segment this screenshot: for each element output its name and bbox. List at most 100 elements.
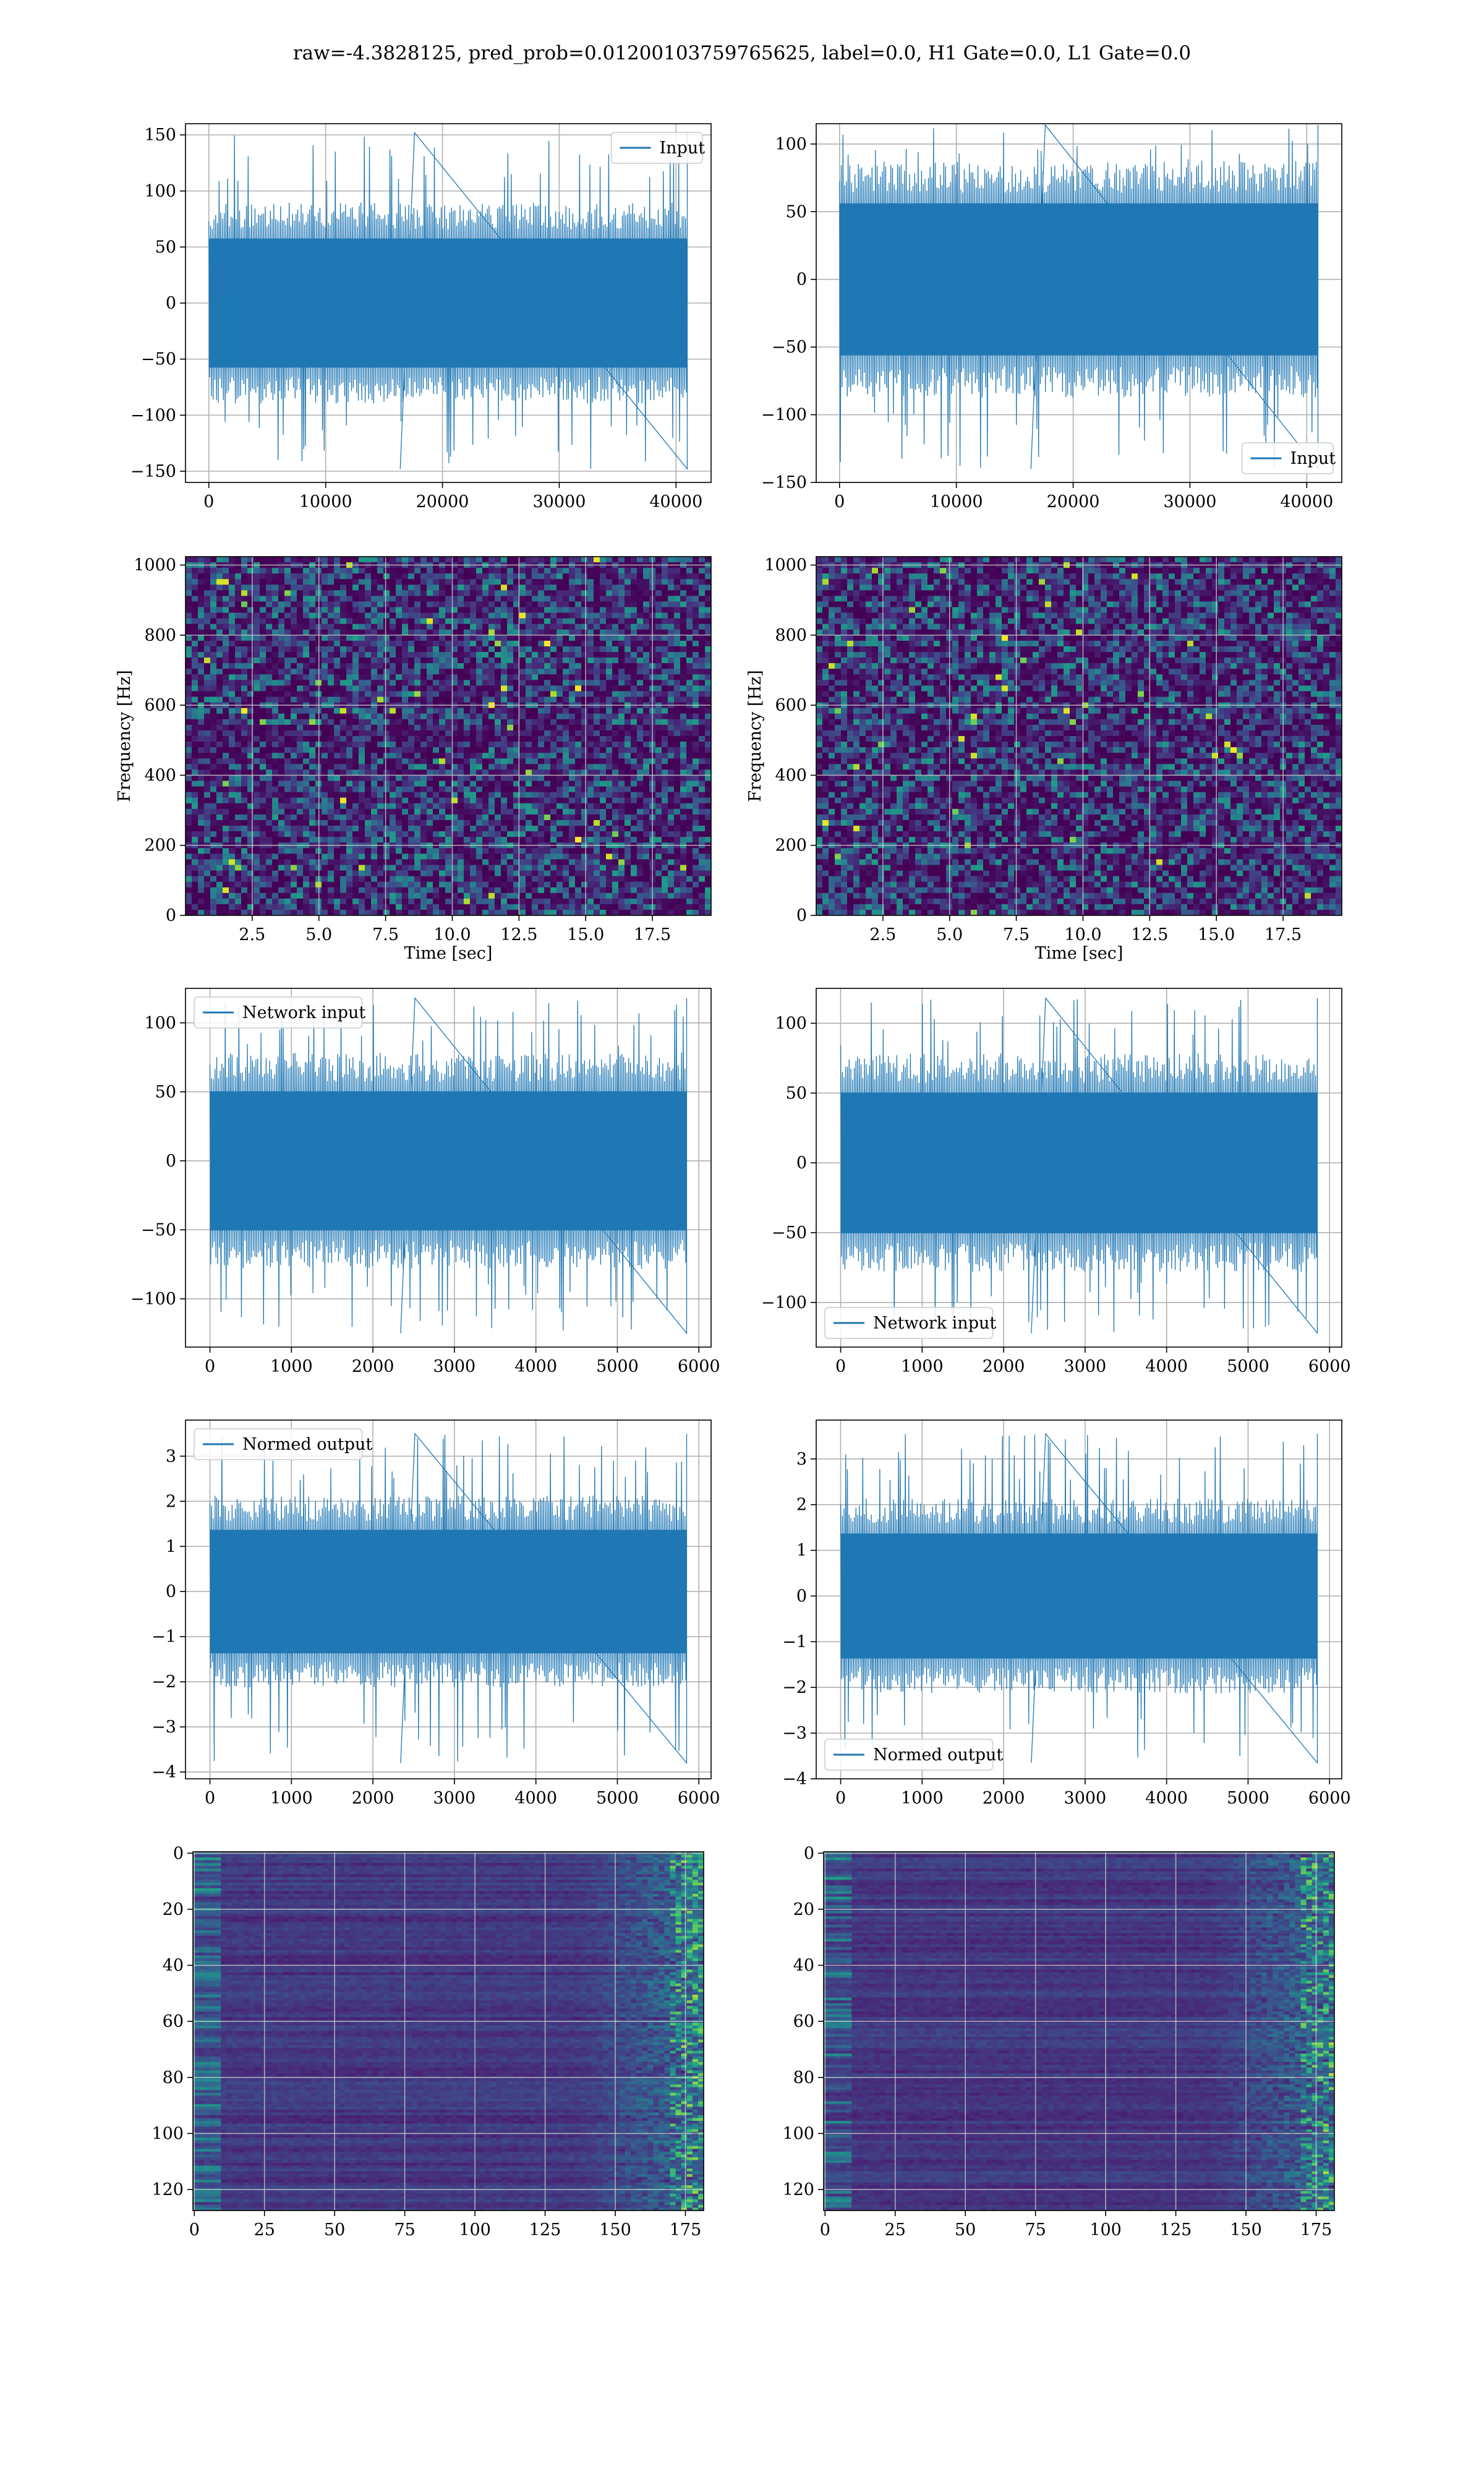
x-tick-label: 100	[459, 2220, 491, 2240]
y-axis-label: Frequency [Hz]	[746, 670, 765, 802]
x-tick-label: 0	[189, 2220, 200, 2240]
x-axis: 0 1000 2000 3000 4000 5000 6000	[205, 1779, 720, 1808]
chart-spectrogram-l1: 2.5 5.0 7.5 10.0 12.5 15.0 17.5 0 200 400 600 800 10…	[746, 556, 1342, 963]
chart-network-input-l1: 0 1000 2000 3000 4000 5000 6000 −100 −50 0 50 100 Ne…	[761, 988, 1351, 1376]
x-tick-label: 10000	[930, 492, 983, 511]
x-tick-label: 5000	[1227, 1357, 1269, 1376]
y-tick-label: −100	[761, 406, 807, 425]
y-tick-label: 3	[166, 1447, 176, 1466]
y-axis: 0 200 400 600 800 1000	[764, 556, 816, 925]
legend-box	[824, 1307, 994, 1339]
x-tick-label: 25	[885, 2220, 906, 2240]
chart-raw-input-l1: 0 10000 20000 30000 40000 −150 −100 −50 0 50 100 In…	[761, 123, 1342, 511]
legend-label: Network input	[873, 1314, 996, 1333]
x-tick-label: 4000	[514, 1357, 557, 1376]
y-tick-label: 120	[151, 2180, 184, 2199]
y-tick-label: −50	[141, 1220, 176, 1239]
y-tick-label: −2	[782, 1678, 807, 1697]
heatmap-cells	[193, 1852, 704, 2211]
axes-frame	[816, 556, 1342, 916]
y-tick-label: 50	[155, 1082, 176, 1102]
chart-normed-output-h1: 0 1000 2000 3000 4000 5000 6000 −4 −3 −2 −1 0 1 2 3 Nor…	[151, 1419, 720, 1808]
y-tick-label: −3	[782, 1724, 807, 1743]
x-tick-label: 2000	[983, 1789, 1025, 1808]
y-tick-label: 400	[144, 766, 176, 785]
legend: Input	[610, 132, 705, 164]
x-tick-label: 20000	[1047, 492, 1100, 511]
x-tick-label: 4000	[1145, 1357, 1188, 1376]
x-tick-label: 75	[1025, 2220, 1046, 2240]
x-tick-label: 4000	[514, 1789, 557, 1808]
y-tick-label: 800	[144, 626, 176, 645]
x-tick-label: 40000	[649, 492, 702, 511]
series-line	[840, 1432, 1318, 1764]
x-tick-label: 5000	[596, 1789, 639, 1808]
y-tick-label: 200	[775, 836, 807, 855]
y-tick-label: 1000	[134, 556, 176, 575]
x-tick-label: 6000	[1308, 1789, 1351, 1808]
x-tick-label: 6000	[1308, 1357, 1351, 1376]
y-axis-label: Frequency [Hz]	[115, 670, 134, 802]
x-tick-label: 125	[1160, 2220, 1192, 2240]
y-tick-label: −1	[782, 1632, 807, 1651]
y-tick-label: −150	[130, 462, 176, 481]
y-tick-label: 120	[782, 2180, 814, 2199]
y-tick-label: 50	[786, 202, 807, 221]
x-tick-label: 100	[1090, 2220, 1122, 2240]
y-tick-label: 2	[166, 1492, 176, 1511]
x-tick-label: 7.5	[1003, 925, 1030, 944]
y-tick-label: 50	[155, 238, 176, 257]
legend-box	[824, 1739, 994, 1771]
series-line	[209, 996, 688, 1335]
grid-lines	[193, 1852, 704, 2211]
x-tick-label: 0	[834, 492, 845, 511]
plot-area	[186, 557, 711, 915]
y-tick-label: 800	[775, 626, 807, 645]
x-axis: 0 25 50 75 100 125 150 175	[820, 2211, 1332, 2240]
plot-area	[186, 1420, 711, 1779]
y-tick-label: −100	[761, 1293, 807, 1312]
legend: Input	[1241, 442, 1336, 474]
y-axis: −100 −50 0 50 100	[130, 1014, 186, 1309]
grid-lines	[816, 557, 1342, 915]
plot-area	[816, 557, 1342, 915]
legend-label: Normed output	[242, 1435, 372, 1454]
y-tick-label: 100	[144, 182, 176, 201]
x-axis: 0 1000 2000 3000 4000 5000 6000	[835, 1779, 1351, 1808]
x-tick-label: 1000	[270, 1357, 313, 1376]
series-line	[209, 1432, 688, 1765]
x-tick-label: 12.5	[500, 925, 537, 944]
heatmap-cells	[816, 557, 1342, 915]
x-tick-label: 3000	[433, 1357, 476, 1376]
legend-box	[194, 996, 363, 1029]
y-tick-label: 0	[166, 906, 176, 925]
y-axis: 0 20 40 60 80 100 120	[151, 1844, 193, 2199]
y-tick-label: 0	[796, 1586, 807, 1606]
x-tick-label: 4000	[1145, 1789, 1188, 1808]
plot-area	[186, 124, 711, 482]
series-band	[208, 238, 688, 368]
y-tick-label: −100	[130, 406, 176, 425]
y-tick-label: −100	[130, 1290, 176, 1309]
x-axis: 2.5 5.0 7.5 10.0 12.5 15.0 17.5	[239, 915, 671, 944]
plot-area	[816, 988, 1342, 1347]
x-tick-label: 3000	[433, 1789, 476, 1808]
y-tick-label: −2	[151, 1672, 176, 1692]
grid-lines	[824, 1852, 1334, 2211]
x-tick-label: 2.5	[239, 925, 265, 944]
y-tick-label: 0	[166, 1152, 176, 1171]
y-tick-label: −4	[782, 1770, 807, 1789]
x-tick-label: 10000	[299, 492, 352, 511]
x-tick-label: 150	[1230, 2220, 1262, 2240]
y-tick-label: −50	[141, 350, 176, 369]
x-axis: 0 10000 20000 30000 40000	[203, 482, 702, 511]
y-tick-label: −50	[772, 338, 807, 357]
x-tick-label: 5.0	[936, 925, 963, 944]
y-axis: −4 −3 −2 −1 0 1 2 3	[151, 1447, 186, 1782]
y-tick-label: 100	[144, 1014, 176, 1033]
legend-label: Input	[1290, 449, 1336, 468]
x-tick-label: 17.5	[634, 925, 671, 944]
legend-box	[610, 132, 703, 164]
x-tick-label: 5.0	[305, 925, 332, 944]
series-band	[840, 1092, 1318, 1233]
